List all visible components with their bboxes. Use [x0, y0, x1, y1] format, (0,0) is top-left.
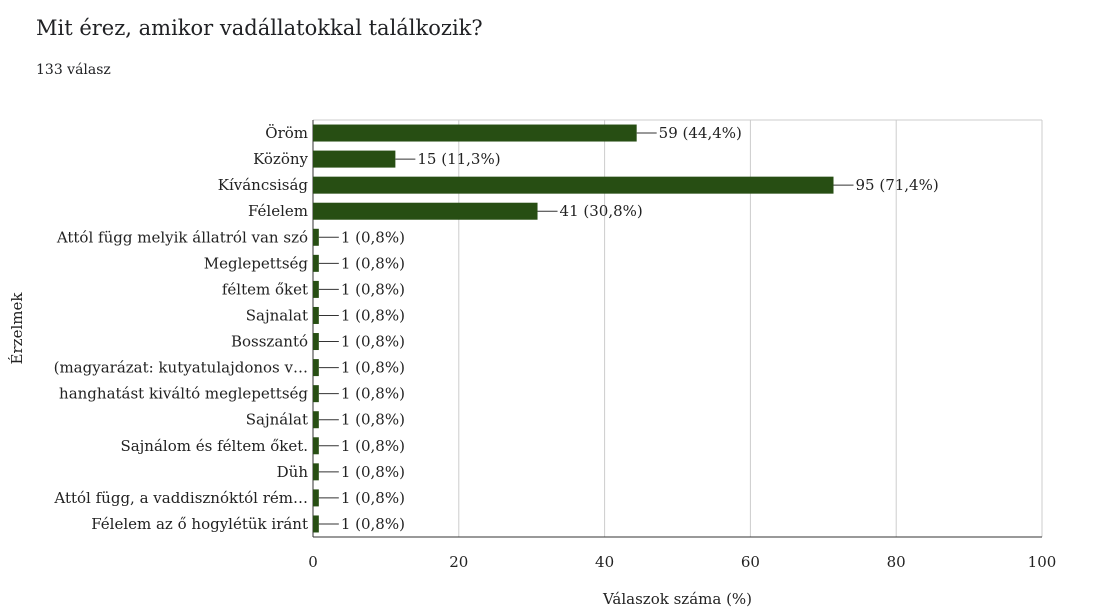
- data-label: 1 (0,8%): [341, 437, 405, 455]
- bar: [313, 150, 396, 168]
- category-label: hanghatást kiváltó meglepettség: [59, 385, 308, 403]
- x-tick-labels: 0 20 40 60 80 100: [308, 553, 1056, 571]
- data-label: 1 (0,8%): [341, 333, 405, 351]
- bar: [313, 385, 319, 403]
- data-label: 1 (0,8%): [341, 228, 405, 246]
- data-label: 95 (71,4%): [856, 176, 939, 194]
- x-tick-label: 0: [308, 553, 318, 571]
- data-label: 1 (0,8%): [341, 489, 405, 507]
- bar: [313, 280, 319, 298]
- data-label: 41 (30,8%): [560, 202, 643, 220]
- bars: 59 (44,4%) 15 (11,3%) 95 (71,4%) 41 (30,8%)…: [313, 124, 939, 533]
- data-label: 1 (0,8%): [341, 411, 405, 429]
- category-label: Sajnálat: [246, 411, 308, 429]
- category-label: Bosszantó: [231, 333, 308, 351]
- response-count: 133 válasz: [36, 62, 111, 78]
- x-tick-label: 80: [887, 553, 906, 571]
- category-label: Attól függ, a vaddisznóktól rém…: [53, 489, 308, 507]
- bar: [313, 306, 319, 324]
- category-label: Sajnálom és féltem őket.: [120, 437, 308, 455]
- data-label: 1 (0,8%): [341, 280, 405, 298]
- bar: [313, 202, 538, 220]
- data-label: 1 (0,8%): [341, 463, 405, 481]
- bar: [313, 489, 319, 507]
- x-tick-label: 100: [1028, 553, 1057, 571]
- category-labels: Öröm Közöny Kíváncsiság Félelem Attól függ m…: [53, 124, 308, 533]
- bar: [313, 359, 319, 377]
- bar: [313, 254, 319, 272]
- data-label: 1 (0,8%): [341, 515, 405, 533]
- x-axis-title: Válaszok száma (%): [602, 590, 752, 607]
- data-label: 1 (0,8%): [341, 385, 405, 403]
- x-tick-label: 60: [741, 553, 760, 571]
- data-label: 1 (0,8%): [341, 254, 405, 272]
- category-label: Öröm: [265, 124, 308, 142]
- data-label: 1 (0,8%): [341, 306, 405, 324]
- category-label: Félelem: [248, 202, 308, 220]
- category-label: Sajnalat: [246, 306, 308, 324]
- bar: [313, 437, 319, 455]
- bar: [313, 463, 319, 481]
- category-label: Attól függ melyik állatról van szó: [56, 228, 308, 246]
- x-tick-label: 40: [595, 553, 614, 571]
- category-label: féltem őket: [222, 280, 308, 298]
- y-axis-title: Érzelmek: [8, 292, 26, 365]
- data-label: 59 (44,4%): [659, 124, 742, 142]
- category-label: (magyarázat: kutyatulajdonos v…: [54, 359, 308, 377]
- question-title: Mit érez, amikor vadállatokkal találkozi…: [36, 16, 483, 40]
- bar: [313, 515, 319, 533]
- category-label: Düh: [277, 463, 309, 481]
- bar: [313, 411, 319, 429]
- bar: [313, 228, 319, 246]
- bar: [313, 333, 319, 351]
- category-label: Félelem az ő hogylétük iránt: [91, 515, 308, 533]
- data-label: 15 (11,3%): [417, 150, 500, 168]
- category-label: Kíváncsiság: [218, 176, 309, 194]
- data-label: 1 (0,8%): [341, 359, 405, 377]
- category-label: Közöny: [253, 150, 308, 168]
- category-label: Meglepettség: [204, 254, 309, 272]
- x-tick-label: 20: [449, 553, 468, 571]
- bar: [313, 124, 637, 142]
- bar: [313, 176, 834, 194]
